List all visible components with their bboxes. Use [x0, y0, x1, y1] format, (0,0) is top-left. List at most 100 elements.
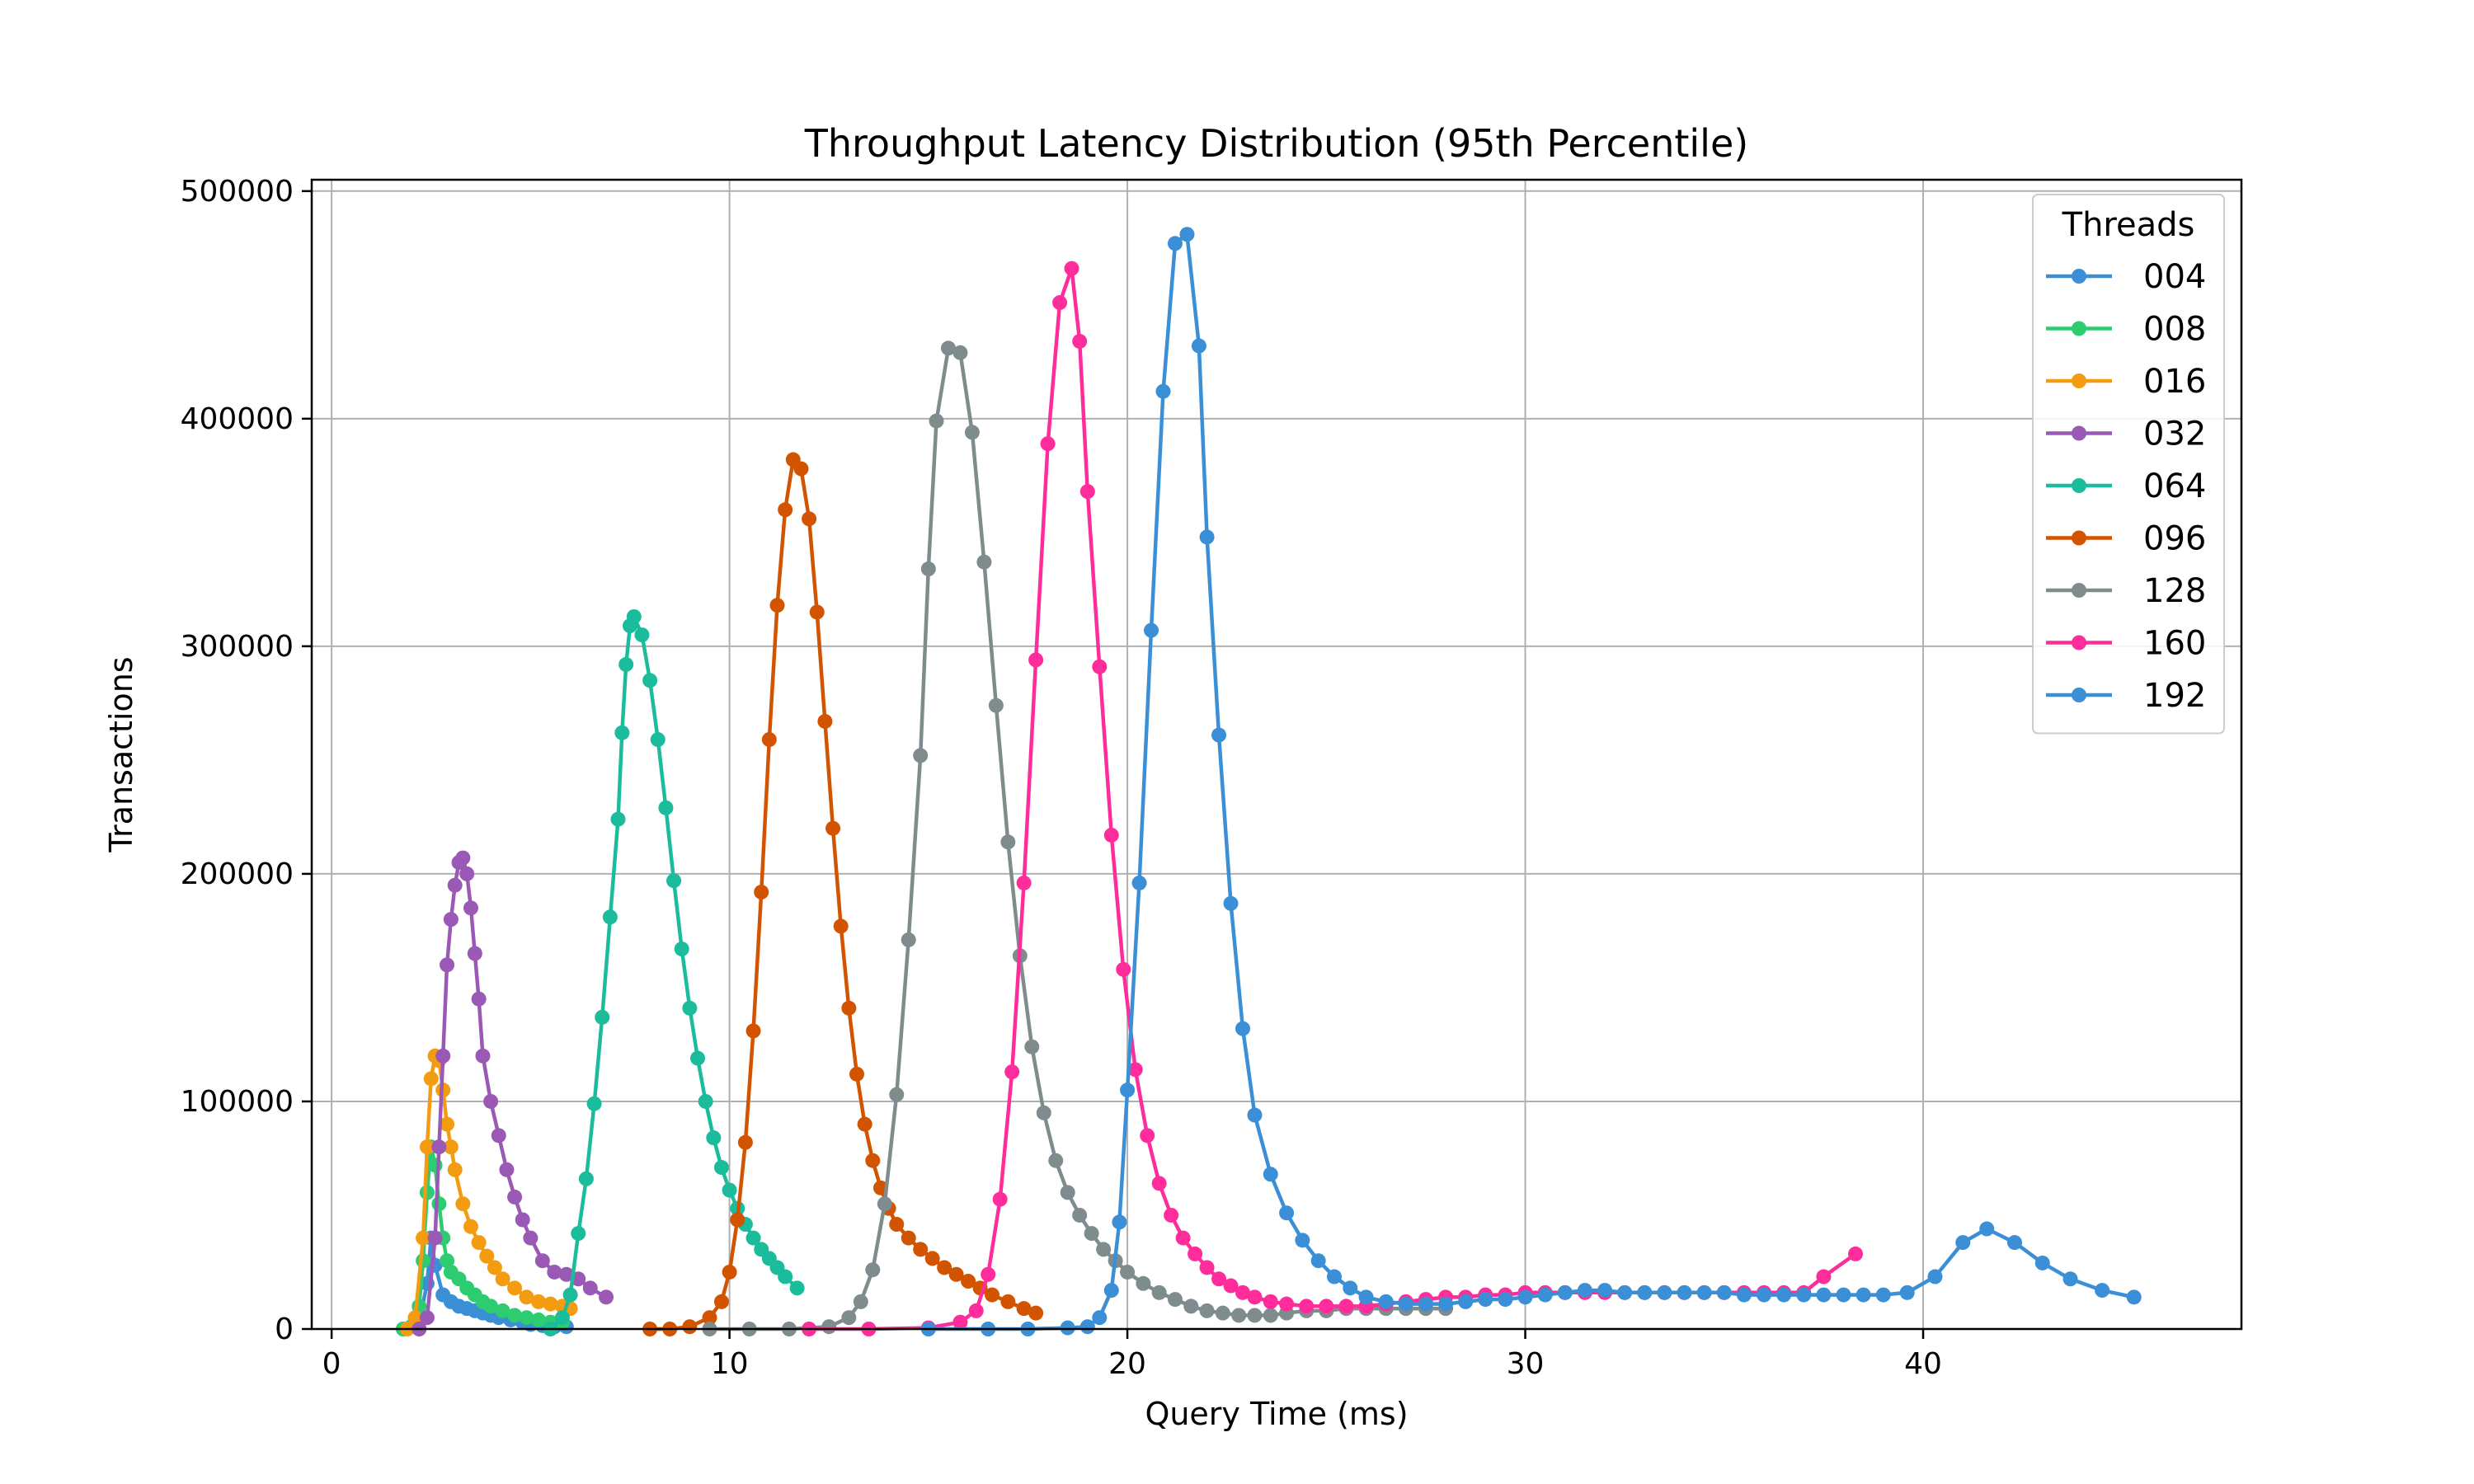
data-point — [1326, 1269, 1342, 1284]
series-line-128 — [709, 346, 1446, 1331]
data-point — [1899, 1284, 1915, 1300]
legend-marker — [2072, 373, 2086, 388]
data-point — [793, 461, 809, 477]
data-point — [853, 1294, 868, 1309]
legend-label: 160 — [2143, 625, 2206, 663]
data-point — [968, 1303, 984, 1318]
data-point — [463, 1219, 478, 1234]
data-point — [901, 932, 916, 947]
data-point — [992, 1191, 1008, 1207]
data-point — [802, 511, 817, 527]
data-point — [487, 1260, 502, 1275]
data-point — [948, 1266, 964, 1282]
data-point — [722, 1264, 737, 1280]
data-point — [586, 1096, 602, 1111]
axis-ticks: 0 10 20 30 40 0 100000 200000 300000 400000 500000 — [181, 175, 1942, 1381]
data-point — [447, 877, 463, 893]
data-point — [1179, 227, 1195, 242]
data-point — [440, 957, 455, 973]
y-tick-label: 200000 — [181, 857, 294, 891]
data-point — [1696, 1284, 1712, 1300]
legend: Threads 004 008 016 032 064 096 128 160 192 — [2032, 194, 2225, 735]
data-point — [1016, 1301, 1032, 1317]
data-point — [443, 1139, 459, 1155]
data-point — [582, 1280, 598, 1296]
data-point — [924, 1251, 940, 1266]
data-point — [554, 1310, 570, 1326]
data-point — [614, 725, 630, 740]
data-point — [1776, 1287, 1792, 1303]
data-point — [2095, 1283, 2110, 1298]
legend-marker — [2072, 635, 2086, 650]
data-point — [769, 598, 785, 613]
data-point — [698, 1093, 713, 1109]
data-point — [2034, 1255, 2050, 1270]
data-point — [901, 1230, 916, 1246]
legend-marker — [2072, 530, 2086, 546]
data-point — [937, 1260, 952, 1275]
data-point — [877, 1196, 892, 1212]
data-point — [1677, 1284, 1692, 1300]
legend-label: 192 — [2143, 677, 2206, 715]
data-point — [440, 1116, 455, 1132]
data-point — [534, 1253, 550, 1269]
data-point — [722, 1182, 737, 1198]
data-point — [419, 1139, 435, 1155]
data-point — [416, 1230, 431, 1246]
series-layer — [395, 227, 2142, 1336]
series-line-064 — [548, 614, 799, 1331]
chart-title: Throughput Latency Distribution (95th Pe… — [804, 121, 1748, 166]
legend-marker — [2072, 269, 2086, 284]
data-point — [523, 1230, 539, 1246]
data-point — [929, 413, 944, 429]
data-point — [642, 673, 658, 688]
legend-title: Threads — [2062, 206, 2195, 244]
data-point — [1028, 652, 1044, 668]
data-point — [1048, 1153, 1064, 1168]
data-point — [1418, 1296, 1433, 1312]
data-point — [706, 1130, 722, 1146]
data-point — [1247, 1289, 1263, 1305]
data-point — [1164, 1207, 1179, 1223]
data-point — [1092, 1310, 1108, 1326]
data-point — [1235, 1021, 1250, 1036]
data-point — [754, 885, 769, 900]
data-point — [658, 800, 674, 815]
data-point — [849, 1066, 864, 1082]
data-point — [1028, 1305, 1044, 1321]
legend-item-004: 004 — [2046, 258, 2206, 296]
data-point — [1927, 1269, 1943, 1284]
data-point — [455, 850, 471, 866]
data-point — [920, 561, 936, 577]
data-point — [789, 1280, 805, 1296]
data-point — [1004, 1064, 1020, 1080]
data-point — [1263, 1308, 1278, 1323]
data-point — [674, 942, 689, 957]
data-point — [1103, 1283, 1119, 1298]
data-point — [1343, 1280, 1358, 1296]
data-point — [423, 1071, 439, 1087]
y-tick-label: 400000 — [181, 402, 294, 436]
legend-marker — [2072, 688, 2086, 702]
data-point — [1398, 1296, 1413, 1312]
data-point — [1235, 1284, 1250, 1300]
data-point — [1657, 1284, 1672, 1300]
series-line-096 — [650, 458, 1037, 1331]
data-point — [543, 1296, 558, 1312]
data-point — [713, 1294, 729, 1309]
legend-item-032: 032 — [2046, 416, 2206, 453]
data-point — [1247, 1308, 1263, 1323]
data-point — [507, 1308, 523, 1323]
data-point — [1338, 1298, 1354, 1314]
data-point — [1084, 1226, 1099, 1242]
data-point — [1223, 1278, 1239, 1294]
data-point — [455, 1196, 471, 1212]
data-point — [419, 1310, 435, 1326]
legend-label: 096 — [2143, 520, 2206, 558]
data-point — [1617, 1284, 1633, 1300]
legend-marker — [2072, 583, 2086, 598]
y-tick-label: 100000 — [181, 1085, 294, 1119]
legend-label: 008 — [2143, 311, 2206, 349]
data-point — [730, 1212, 745, 1228]
x-tick-label: 30 — [1507, 1347, 1545, 1381]
